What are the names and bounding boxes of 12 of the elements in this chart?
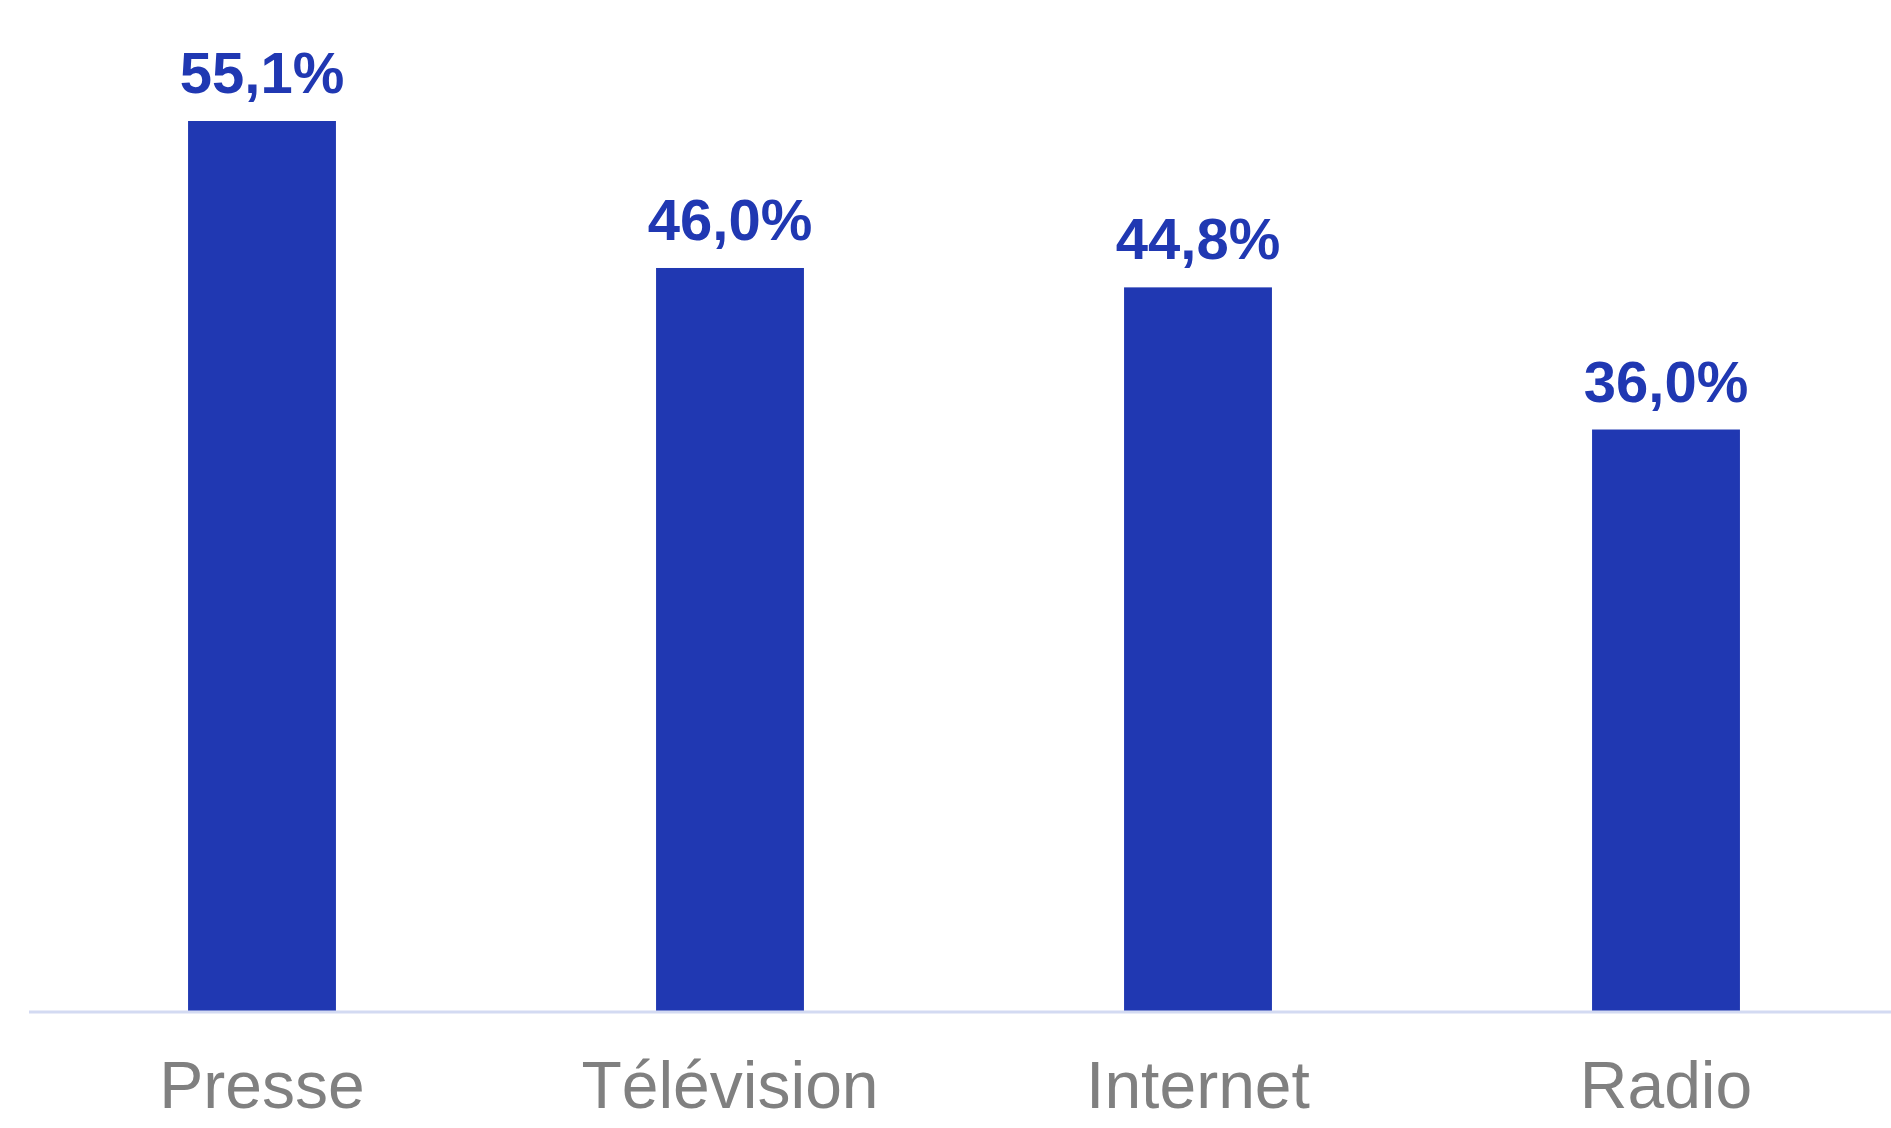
x-tick-label: Presse [159,1048,365,1122]
x-tick-label: Télévision [581,1048,879,1122]
bar [1592,429,1740,1011]
data-label: 44,8% [1115,206,1281,272]
data-label: 55,1% [179,40,345,105]
bar [188,121,336,1011]
bar [1124,287,1272,1011]
data-label: 46,0% [647,186,813,252]
x-tick-label: Internet [1086,1048,1310,1122]
data-label: 36,0% [1583,348,1749,414]
x-tick-label: Radio [1579,1048,1753,1122]
bar [656,267,804,1011]
